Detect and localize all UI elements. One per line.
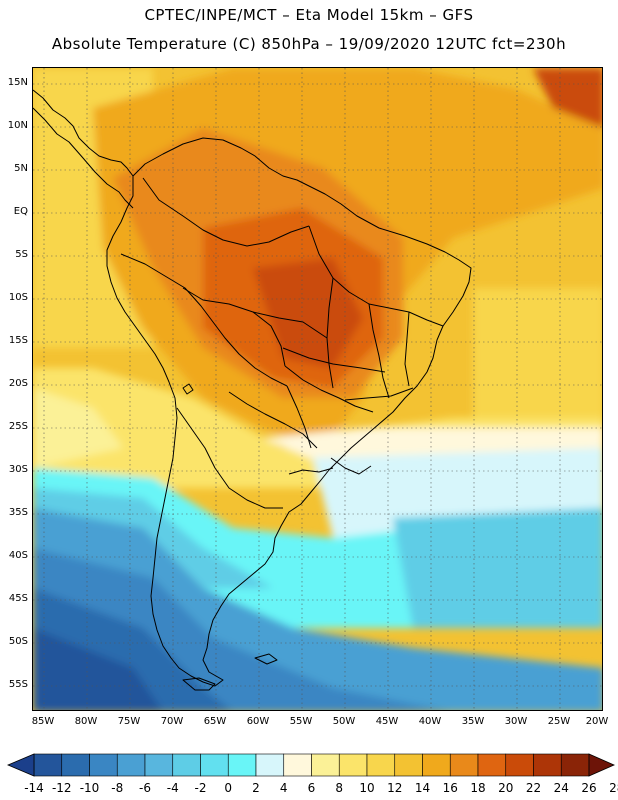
lat-label-10n: 10N [7,120,28,131]
lat-label-40s: 40S [8,550,28,561]
lat-label-25s: 25S [8,421,28,432]
lon-label-30w: 30W [504,716,528,727]
lat-label-15s: 15S [8,335,28,346]
lat-label-10s: 10S [8,292,28,303]
colorbar-label: 22 [525,781,542,795]
colorbar-cell [505,753,534,777]
colorbar-cell [255,753,285,777]
colorbar [6,753,615,777]
lat-label-50s: 50S [8,636,28,647]
lon-label-75w: 75W [117,716,141,727]
lon-label-25w: 25W [547,716,571,727]
colorbar-cell [227,753,257,777]
lat-label-35s: 35S [8,507,28,518]
lon-label-85w: 85W [31,716,55,727]
lat-label-5s: 5S [15,249,28,260]
lon-label-40w: 40W [418,716,442,727]
colorbar-cell [533,753,562,777]
coastlines [33,89,472,691]
colorbar-label: 14 [414,781,431,795]
colorbar-label: -4 [166,781,179,795]
colorbar-label: -6 [139,781,151,795]
lon-label-80w: 80W [74,716,98,727]
colorbar-cell [144,753,174,777]
lon-label-70w: 70W [160,716,184,727]
colorbar-cell [449,753,479,777]
colorbar-label: 24 [553,781,569,795]
lat-label-30s: 30S [8,464,28,475]
colorbar-label: 18 [470,781,486,795]
lat-label-5n: 5N [14,163,28,174]
lon-label-50w: 50W [332,716,356,727]
colorbar-cell [311,753,340,777]
colorbar-label: 8 [335,781,344,795]
colorbar-label: 2 [252,781,260,795]
colorbar-label: 6 [307,781,316,795]
colorbar-cell [200,753,229,777]
colorbar-label: 4 [279,781,288,795]
temperature-map [32,67,603,711]
colorbar-cell [477,753,507,777]
lon-label-35w: 35W [461,716,485,727]
lat-label-45s: 45S [8,593,28,604]
colorbar-cell [560,753,590,777]
colorbar-cell [283,753,312,777]
colorbar-cell [172,753,201,777]
lat-label-eq: EQ [13,206,28,217]
lon-label-20w: 20W [585,716,609,727]
colorbar-cell [33,753,63,777]
colorbar-cell [394,753,423,777]
temperature-map-svg [33,68,602,710]
lat-label-15n: 15N [7,77,28,88]
lon-label-65w: 65W [203,716,227,727]
colorbar-label: -2 [194,781,207,795]
colorbar-label: 10 [359,781,375,795]
colorbar-label: 28 [609,781,618,795]
lon-label-55w: 55W [289,716,313,727]
colorbar-label: 20 [498,781,514,795]
colorbar-label: -14 [24,781,44,795]
lon-label-60w: 60W [246,716,270,727]
colorbar-label: -12 [51,781,72,795]
colorbar-cell [366,753,396,777]
colorbar-cell [422,753,451,777]
map-title-line1: CPTEC/INPE/MCT – Eta Model 15km – GFS [144,6,474,24]
colorbar-cell [61,753,90,777]
colorbar-cell [338,753,368,777]
colorbar-label: -8 [111,781,124,795]
lon-label-45w: 45W [375,716,399,727]
colorbar-arrow-right [588,753,615,777]
colorbar-label: 26 [581,781,597,795]
colorbar-label: 12 [387,781,403,795]
colorbar-cell [116,753,146,777]
colorbar-label: -10 [79,781,100,795]
lat-label-55s: 55S [8,679,28,690]
colorbar-cell [89,753,118,777]
map-title-line2: Absolute Temperature (C) 850hPa – 19/09/… [51,35,567,53]
colorbar-label: 16 [442,781,458,795]
lat-label-20s: 20S [8,378,28,389]
colorbar-label: 0 [224,781,233,795]
temperature-field [33,68,602,710]
colorbar-arrow-left [6,753,35,777]
